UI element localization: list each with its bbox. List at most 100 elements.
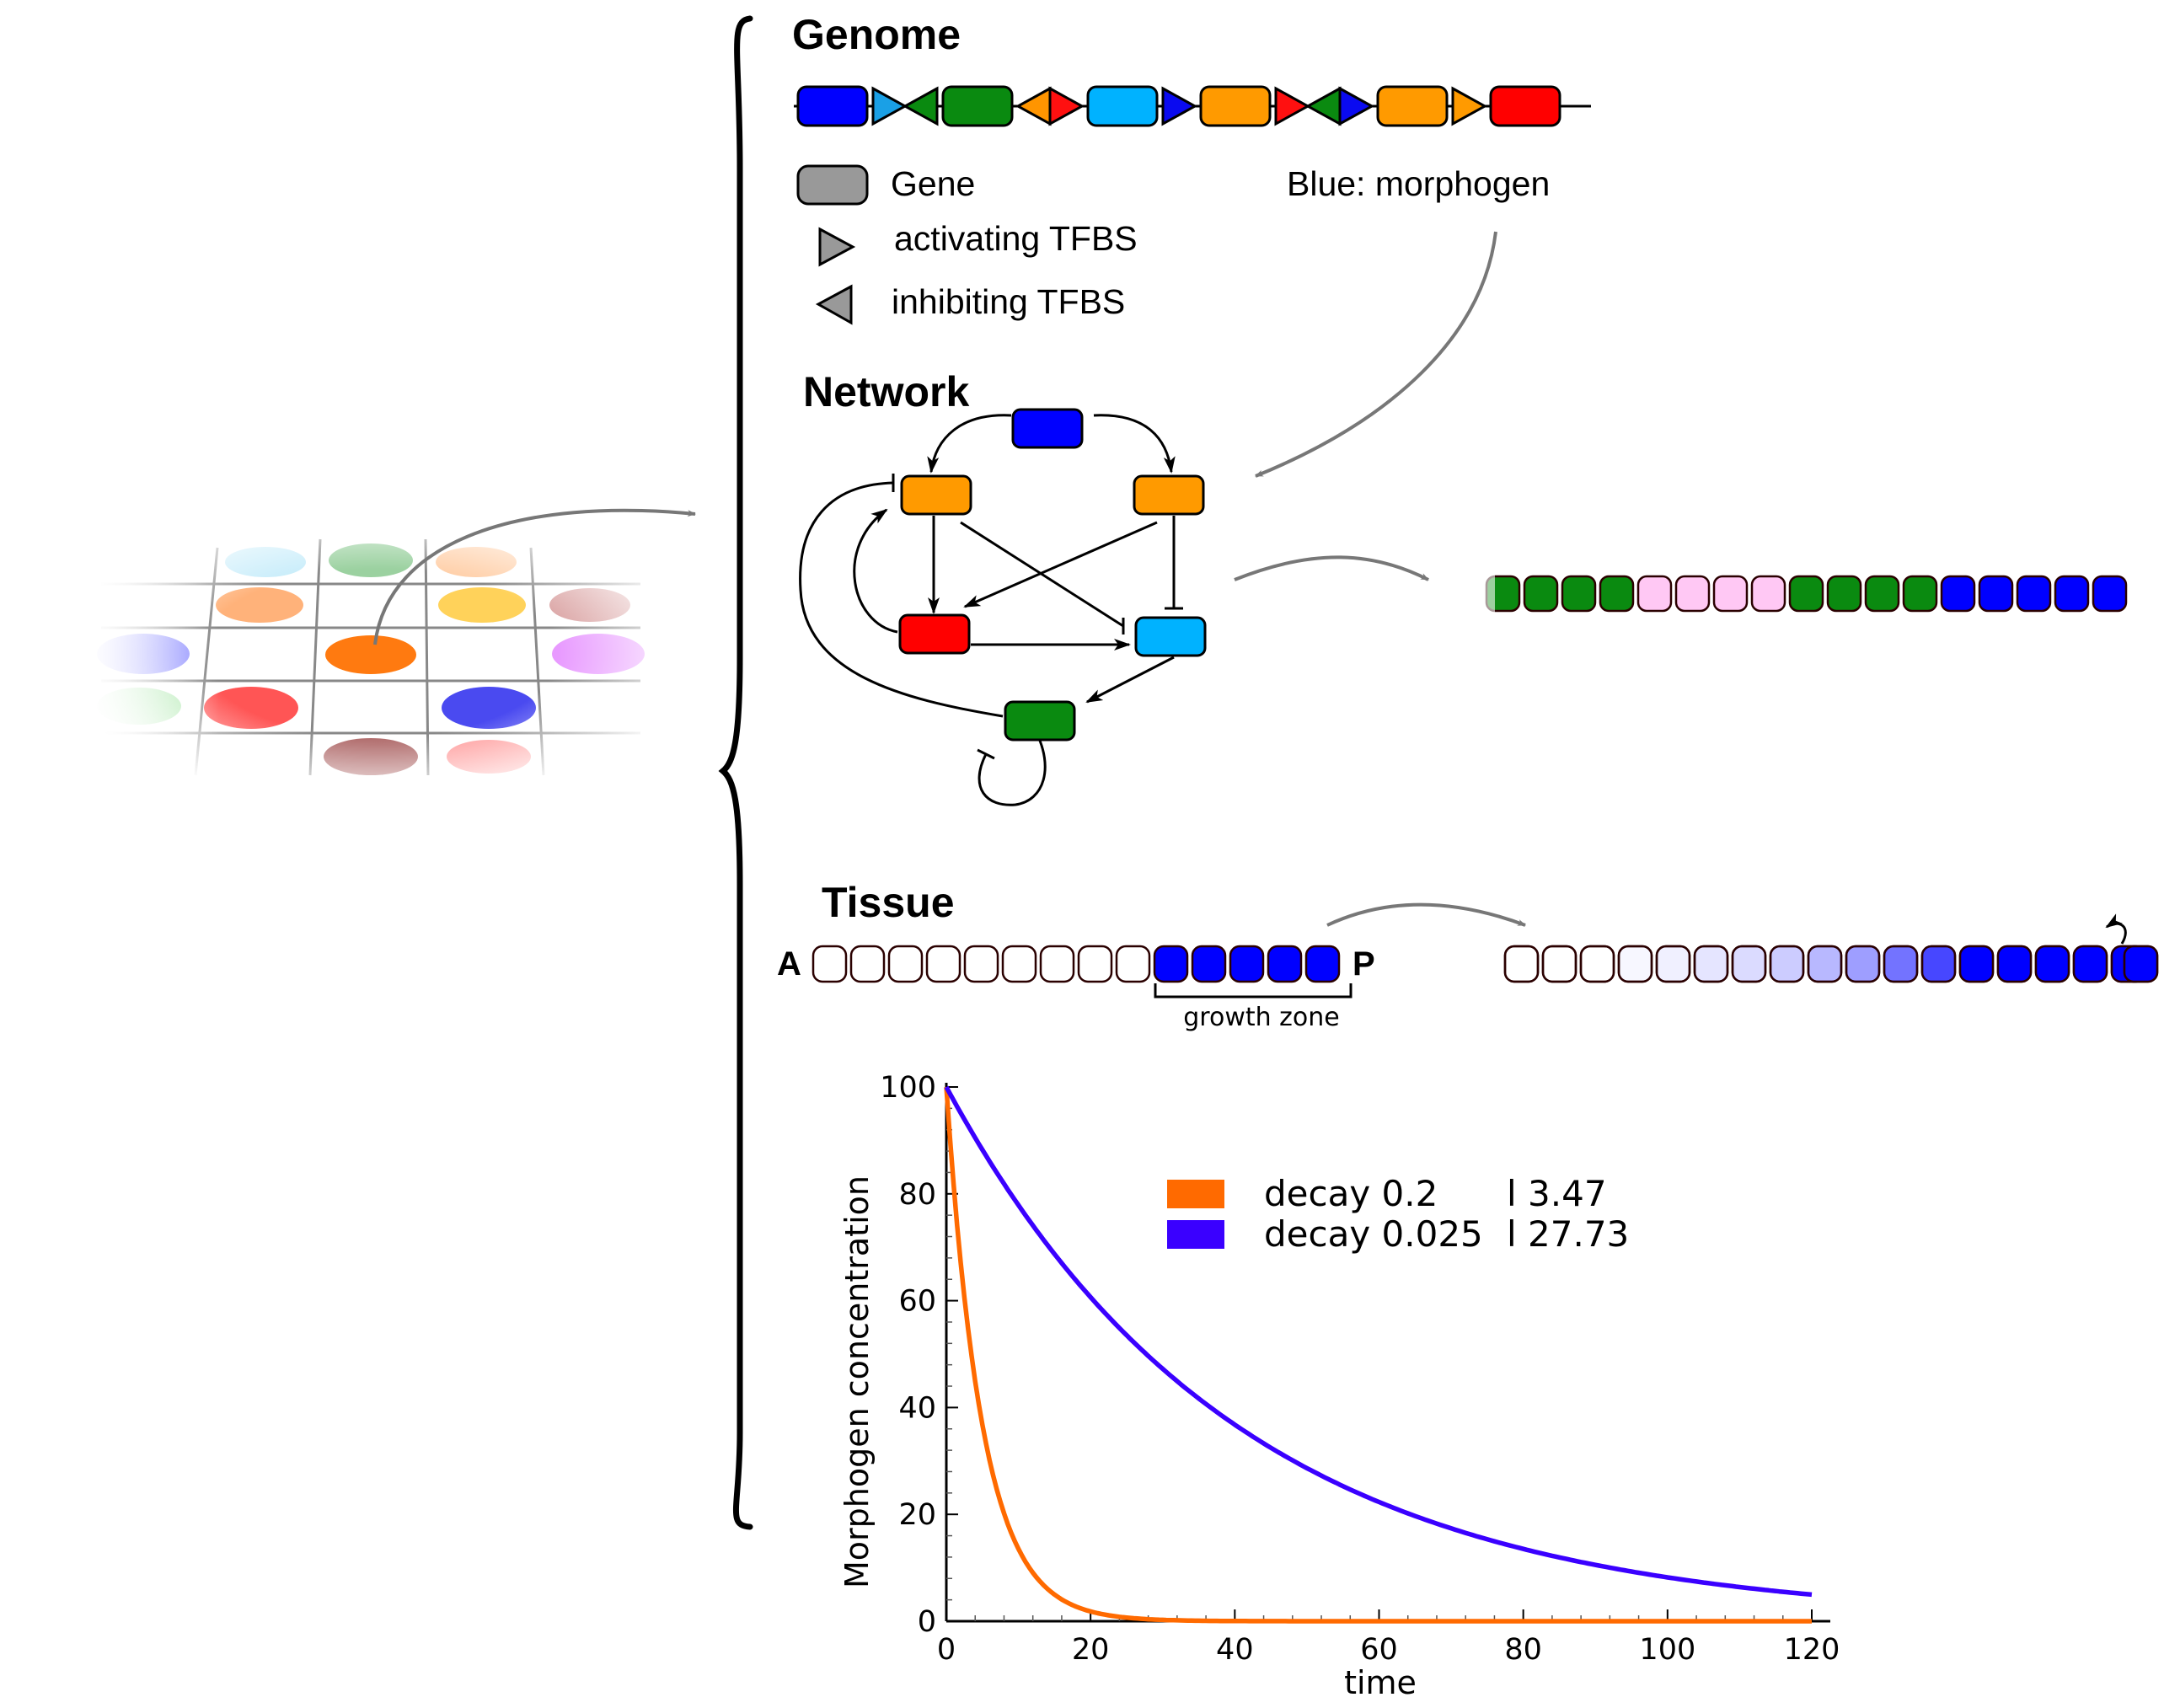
inhibiting-legend-label: inhibiting TFBS <box>892 282 1125 321</box>
genome-gene <box>1086 85 1159 127</box>
tissue-cell <box>1039 945 1075 983</box>
genome-inhibiting-site <box>1304 86 1342 126</box>
posterior-label: P <box>1352 945 1375 983</box>
gradient-cell <box>1769 945 1805 983</box>
tissue-cell <box>1115 945 1151 983</box>
genome-title: Genome <box>792 11 961 58</box>
x-tick-label: 40 <box>1216 1633 1254 1667</box>
morphogen-gradient-cells <box>1503 945 2159 983</box>
genome-sequence <box>796 85 1561 127</box>
network-title: Network <box>803 368 969 415</box>
chart-axes <box>945 1083 1830 1623</box>
morphogen-note: Blue: morphogen <box>1287 164 1550 203</box>
genome-gene <box>1489 85 1561 127</box>
tissue-cell <box>963 945 999 983</box>
genome-legend: Gene activating TFBS inhibiting TFBS Blu… <box>796 164 1550 325</box>
growth-zone-bracket <box>1154 983 1352 999</box>
genome-inhibiting-site <box>902 86 939 126</box>
pattern-cell <box>1826 575 1862 613</box>
chart-legend: decay 0.2 l 3.47 decay 0.025 l 27.73 <box>1167 1173 1629 1255</box>
tissue-cells <box>812 945 1341 983</box>
genome-gene <box>1376 85 1449 127</box>
x-tick-label: 0 <box>937 1633 956 1667</box>
pattern-cell <box>1712 575 1749 613</box>
gradient-cell <box>1541 945 1577 983</box>
gradient-cell <box>2072 945 2108 983</box>
gradient-cell <box>1845 945 1881 983</box>
network-edges <box>799 414 1183 806</box>
tissue-cell <box>925 945 961 983</box>
curly-brace <box>718 15 753 1530</box>
genome-activating-site <box>1161 86 1198 126</box>
genome-inhibiting-site <box>1015 86 1052 126</box>
gradient-cell <box>1503 945 1540 983</box>
growth-zone-cell <box>1229 945 1265 983</box>
cell-grid <box>84 514 674 792</box>
node-red <box>898 613 971 655</box>
gradient-cell <box>1920 945 1957 983</box>
growth-zone-cell <box>1191 945 1227 983</box>
expression-pattern <box>1466 571 2128 617</box>
pattern-cell <box>1674 575 1711 613</box>
tissue-cell <box>812 945 848 983</box>
genome-activating-site <box>1274 86 1311 126</box>
node-orange-left <box>900 474 972 516</box>
genome-activating-site <box>1451 86 1488 126</box>
legend-extra-1: l 27.73 <box>1507 1213 1629 1255</box>
network-to-pattern-arrow <box>1234 555 1429 581</box>
network-nodes <box>898 408 1207 742</box>
gradient-cell <box>1996 945 2033 983</box>
tissue-cell <box>849 945 886 983</box>
tissue-cell <box>1077 945 1113 983</box>
y-tick-label: 40 <box>898 1391 936 1425</box>
y-tick-label: 80 <box>898 1178 936 1212</box>
pattern-cell <box>2054 575 2090 613</box>
cell-to-network-arrow <box>373 508 696 645</box>
growth-zone-cell <box>1267 945 1303 983</box>
legend-swatch-0 <box>1167 1180 1224 1208</box>
gradient-cell <box>1693 945 1729 983</box>
gradient-cell <box>1655 945 1691 983</box>
genome-gene <box>796 85 869 127</box>
y-tick-label: 20 <box>898 1498 936 1532</box>
pattern-cell <box>1636 575 1673 613</box>
x-tick-label: 60 <box>1360 1633 1398 1667</box>
legend-extra-0: l 3.47 <box>1507 1173 1607 1214</box>
y-tick-label: 0 <box>918 1605 936 1639</box>
x-axis-label: time <box>1344 1664 1417 1701</box>
x-tick-label: 100 <box>1639 1633 1695 1667</box>
pattern-cell <box>1978 575 2014 613</box>
legend-name-0: decay 0.2 <box>1264 1173 1438 1214</box>
y-axis-label: Morphogen concentration <box>838 1175 876 1588</box>
node-morphogen <box>1011 408 1084 449</box>
node-cyan <box>1134 616 1207 657</box>
chart-ticks: 0 20 40 60 80 100 120 0 20 40 60 80 100 <box>880 1071 1840 1667</box>
pattern-cell <box>1788 575 1824 613</box>
tissue-cell <box>1001 945 1037 983</box>
activating-legend-symbol <box>818 227 856 267</box>
growth-zone-label: growth zone <box>1183 1003 1340 1032</box>
pattern-cell <box>1940 575 1976 613</box>
genome-activating-site <box>1338 86 1375 126</box>
inhibiting-legend-symbol <box>815 284 853 325</box>
anterior-label: A <box>777 945 801 983</box>
y-tick-label: 100 <box>880 1071 936 1105</box>
decay-chart: 0 20 40 60 80 100 120 0 20 40 60 80 100 time Morphog… <box>838 1071 1840 1701</box>
tissue-growth-arrow <box>1326 902 1526 927</box>
activating-legend-label: activating TFBS <box>894 219 1138 258</box>
node-green <box>1004 700 1076 742</box>
cell-division-arrow <box>2105 913 2127 945</box>
legend-swatch-1 <box>1167 1220 1224 1249</box>
chart-series <box>944 1085 1813 1624</box>
pattern-cell <box>1523 575 1559 613</box>
series-line-0 <box>944 1086 1812 1624</box>
gene-legend-symbol <box>796 164 869 206</box>
gradient-cell <box>1731 945 1767 983</box>
pattern-cell <box>1750 575 1786 613</box>
gene-legend-label: Gene <box>891 164 975 203</box>
gradient-cell <box>1579 945 1615 983</box>
series-line-1 <box>944 1085 1813 1598</box>
x-tick-label: 20 <box>1072 1633 1110 1667</box>
gradient-cell <box>1958 945 1995 983</box>
